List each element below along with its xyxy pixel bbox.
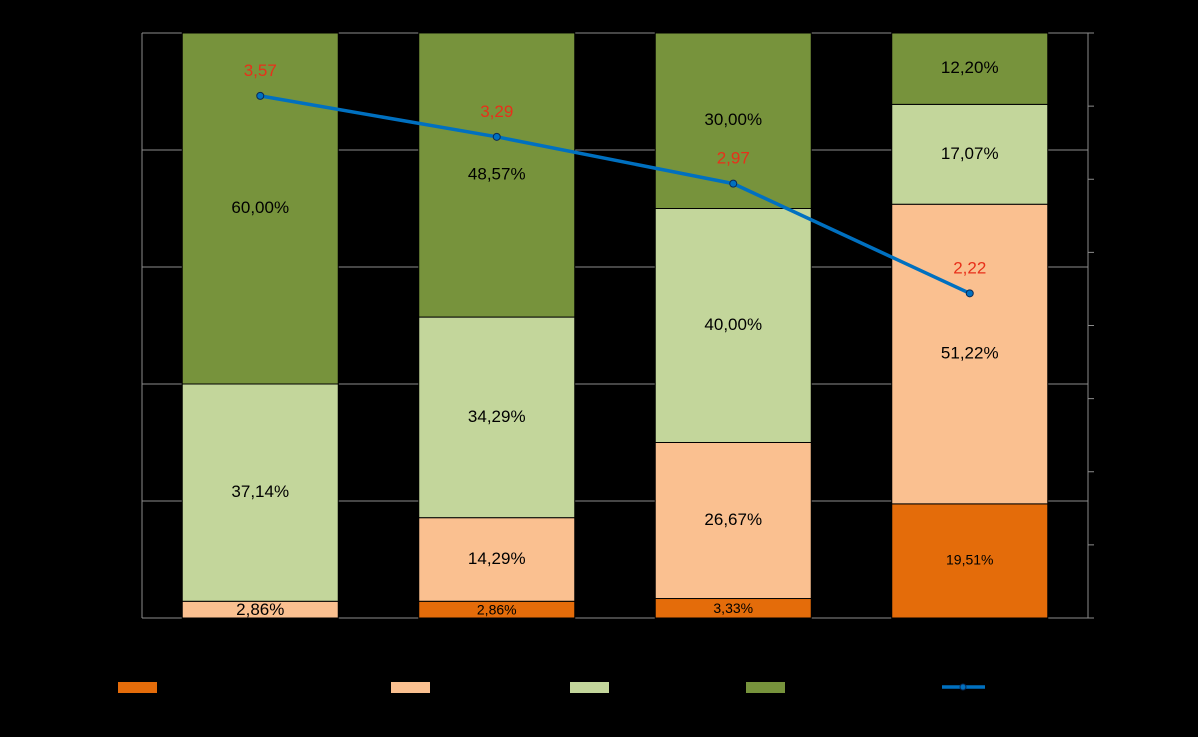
bar-segments: 2,86% 37,14% 60,00% 2,86% 14,29% 34,29% 48,57%… — [181, 32, 1049, 619]
legend-line-marker — [959, 683, 967, 691]
bar-data-label: 12,20% — [941, 58, 999, 77]
line-data-label: 3,57 — [244, 61, 277, 80]
bar-data-label: 19,51% — [946, 552, 993, 568]
bar-segment — [654, 32, 812, 209]
bar-segment — [654, 442, 812, 600]
legend-swatch — [391, 682, 430, 693]
line-data-label: 3,29 — [480, 102, 513, 121]
average-line-path — [259, 94, 971, 295]
bar-data-label: 17,07% — [941, 144, 999, 163]
bar-segment — [418, 32, 576, 318]
bar-segment — [181, 383, 339, 602]
bar-data-label: 34,29% — [468, 407, 526, 426]
bar-data-label: 3,33% — [713, 600, 753, 616]
average-line: 3,57 3,29 2,97 2,22 — [244, 61, 986, 298]
bar-data-label: 2,86% — [477, 601, 517, 617]
legend-swatch — [746, 682, 785, 693]
legend-swatch — [570, 682, 609, 693]
line-data-label: 2,97 — [717, 149, 750, 168]
bar-segment — [891, 103, 1049, 205]
legend — [118, 682, 985, 693]
bar-segment — [891, 503, 1049, 619]
bar-segment — [891, 32, 1049, 105]
bar-data-label: 48,57% — [468, 164, 526, 183]
line-point — [256, 91, 265, 100]
bar-data-label: 14,29% — [468, 549, 526, 568]
bar-data-label: 30,00% — [704, 110, 762, 129]
line-data-label: 2,22 — [953, 258, 986, 277]
legend-swatch — [118, 682, 157, 693]
bar-data-label: 2,86% — [236, 600, 284, 619]
bar-data-label: 26,67% — [704, 510, 762, 529]
line-point — [492, 132, 501, 141]
axes — [141, 32, 1094, 619]
bar-segment — [891, 203, 1049, 505]
bar-data-label: 37,14% — [231, 482, 289, 501]
line-point — [965, 289, 974, 298]
bar-data-label: 60,00% — [231, 198, 289, 217]
bar-data-label: 51,22% — [941, 344, 999, 363]
line-point — [729, 179, 738, 188]
bar-segment — [181, 32, 339, 385]
bar-data-label: 40,00% — [704, 315, 762, 334]
